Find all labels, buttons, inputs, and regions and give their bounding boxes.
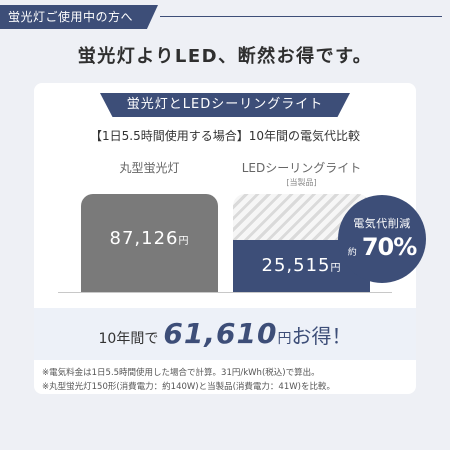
fluorescent-label: 丸型蛍光灯 [119,161,180,175]
section-tag: 蛍光灯ご使用中の方へ [0,5,158,29]
fluorescent-cost-bar: 87,126円 [81,194,218,292]
led-sublabel: [当製品] [286,178,317,187]
chart-baseline [58,292,392,293]
reduction-badge: 電気代削減 約 70% [338,195,426,283]
headline: 蛍光灯よりLED、断然お得です。 [77,46,373,67]
savings-suffix: お得！ [291,324,352,348]
savings-amount: 61,610 [163,317,278,350]
savings-banner: 10年間で 61,610円お得！ [34,308,416,360]
tag-divider [160,16,442,17]
comparison-card: 蛍光灯とLEDシーリングライト 【1日5.5時間使用する場合】10年間の電気代比… [34,83,426,394]
badge-title: 電気代削減 [353,217,411,230]
led-label: LEDシーリングライト [241,161,362,175]
footnote-2: ※丸型蛍光灯150形(消費電力：約140W)と当製品(消費電力：41W)を比較。 [42,382,335,392]
savings-prefix: 10年間で [98,331,159,347]
card-title: 蛍光灯とLEDシーリングライト [100,93,350,117]
badge-prefix: 約 [347,248,357,258]
comparison-subtitle: 【1日5.5時間使用する場合】10年間の電気代比較 [90,129,360,143]
badge-percent: 70% [361,233,417,261]
fluorescent-cost-value: 87,126円 [109,228,190,249]
footnote-1: ※電気料金は1日5.5時間使用した場合で計算。31円/kWh(税込)で算出。 [42,368,320,378]
savings-yen: 円 [277,331,292,347]
